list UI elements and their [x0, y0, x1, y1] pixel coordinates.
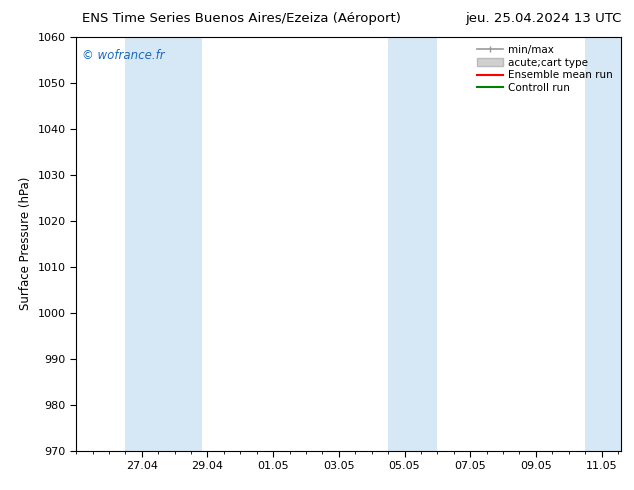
Text: ENS Time Series Buenos Aires/Ezeiza (Aéroport): ENS Time Series Buenos Aires/Ezeiza (Aér…	[82, 12, 401, 25]
Text: jeu. 25.04.2024 13 UTC: jeu. 25.04.2024 13 UTC	[465, 12, 621, 25]
Text: © wofrance.fr: © wofrance.fr	[82, 49, 164, 62]
Legend: min/max, acute;cart type, Ensemble mean run, Controll run: min/max, acute;cart type, Ensemble mean …	[474, 42, 616, 96]
Bar	[126, 37, 202, 451]
Bar	[585, 37, 621, 451]
Bar	[388, 37, 437, 451]
Y-axis label: Surface Pressure (hPa): Surface Pressure (hPa)	[19, 177, 32, 311]
